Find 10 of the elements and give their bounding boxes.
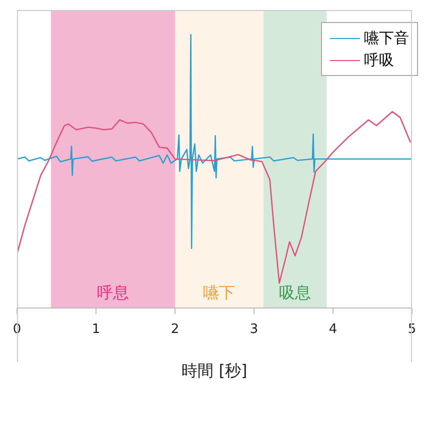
band-label: 嚥下 (203, 283, 236, 302)
band-label: 呼息 (96, 283, 129, 302)
x-tick-label: 1 (92, 322, 100, 338)
legend-label: 呼吸 (364, 50, 394, 71)
legend-label: 嚥下音 (364, 28, 409, 49)
band-label: 吸息 (279, 283, 312, 302)
x-tick-label: 3 (250, 322, 258, 338)
x-tick-label: 4 (328, 322, 338, 338)
x-axis-title: 時間 [秒] (182, 361, 248, 380)
x-tick-label: 2 (170, 322, 180, 338)
